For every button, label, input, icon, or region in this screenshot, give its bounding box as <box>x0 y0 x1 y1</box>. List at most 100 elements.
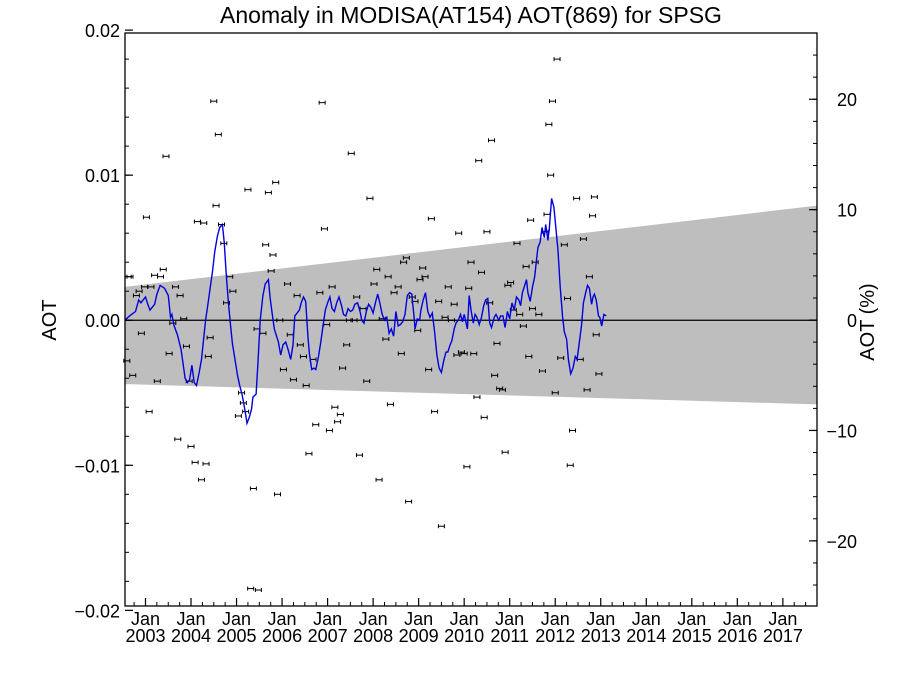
x-tick-year-label: 2003 <box>125 626 165 646</box>
x-tick-month-label: Jan <box>586 609 615 629</box>
data-point <box>214 132 222 137</box>
data-point <box>522 264 530 269</box>
data-point <box>334 419 342 424</box>
data-point <box>247 586 255 591</box>
data-point <box>132 293 140 298</box>
x-tick-month-label: Jan <box>632 609 661 629</box>
data-point <box>475 158 483 163</box>
data-point <box>551 390 559 395</box>
data-point <box>560 242 568 247</box>
y-tick-label: −0.02 <box>74 601 120 621</box>
data-point <box>384 274 392 279</box>
data-point <box>180 316 188 321</box>
data-point <box>465 286 473 291</box>
data-point <box>267 268 275 273</box>
x-tick-year-label: 2011 <box>490 626 529 646</box>
x-tick-year-label: 2013 <box>581 626 621 646</box>
data-point <box>347 151 355 156</box>
x-tick-month-label: Jan <box>677 609 706 629</box>
x-tick-month-label: Jan <box>131 609 160 629</box>
y2-tick-label: −20 <box>826 532 857 552</box>
y2-tick-label: 0 <box>847 311 857 331</box>
data-point <box>467 260 475 265</box>
data-point <box>145 409 153 414</box>
left-axis: 0.02 0.01 0.00 −0.01 −0.02 <box>74 21 133 621</box>
data-point <box>525 354 533 359</box>
data-point <box>200 221 208 226</box>
data-point <box>421 274 429 279</box>
data-point <box>579 236 587 241</box>
x-tick-year-label: 2007 <box>308 626 348 646</box>
x-tick-year-label: 2014 <box>626 626 666 646</box>
data-point <box>229 289 237 294</box>
y-axis-label: AOT <box>39 299 61 340</box>
plot-area <box>123 32 818 607</box>
data-point <box>386 402 394 407</box>
data-point <box>504 283 512 288</box>
data-point <box>513 241 521 246</box>
data-point <box>249 486 257 491</box>
data-point <box>437 524 445 529</box>
x-tick-year-label: 2006 <box>262 626 302 646</box>
data-point <box>483 229 491 234</box>
x-tick-month-label: Jan <box>222 609 251 629</box>
data-point <box>450 302 458 307</box>
data-point <box>390 290 398 295</box>
data-point <box>302 383 310 388</box>
data-point <box>289 377 297 382</box>
data-point <box>501 450 509 455</box>
data-point <box>165 351 173 356</box>
data-point <box>373 267 381 272</box>
data-point <box>276 318 284 323</box>
data-point <box>162 154 170 159</box>
y2-axis-label: AOT (%) <box>857 283 879 360</box>
data-point <box>455 231 463 236</box>
data-point <box>197 477 205 482</box>
data-points <box>123 57 603 593</box>
data-point <box>147 284 155 289</box>
x-tick-year-label: 2008 <box>353 626 393 646</box>
data-point <box>293 293 301 298</box>
data-point <box>202 461 210 466</box>
data-point <box>431 409 439 414</box>
data-point <box>547 173 555 178</box>
data-point <box>402 255 410 260</box>
data-point <box>583 387 591 392</box>
data-point <box>531 260 539 265</box>
x-tick-month-label: Jan <box>313 609 342 629</box>
y2-tick-label: 10 <box>837 201 857 221</box>
data-point <box>137 331 145 336</box>
data-point <box>328 284 336 289</box>
data-point <box>174 437 182 442</box>
data-point <box>487 138 495 143</box>
data-point <box>553 57 561 62</box>
data-point <box>453 353 461 358</box>
data-point <box>477 270 485 275</box>
data-point <box>350 318 358 323</box>
data-point <box>444 284 452 289</box>
x-tick-month-label: Jan <box>495 609 524 629</box>
y-tick-label: −0.01 <box>74 456 120 476</box>
data-point <box>363 379 371 384</box>
data-point <box>206 335 214 340</box>
data-point <box>336 412 344 417</box>
data-point <box>316 290 324 295</box>
x-tick-month-label: Jan <box>450 609 479 629</box>
data-point <box>519 324 527 329</box>
data-point <box>299 354 307 359</box>
data-point <box>548 99 556 104</box>
x-tick-year-label: 2012 <box>535 626 575 646</box>
data-point <box>425 367 433 372</box>
data-point <box>460 351 468 356</box>
x-tick-year-label: 2017 <box>763 626 803 646</box>
data-point <box>585 274 593 279</box>
data-point <box>394 284 402 289</box>
data-point <box>296 342 304 347</box>
data-point <box>157 274 165 279</box>
y2-tick-label: −10 <box>826 421 857 441</box>
data-point <box>419 266 427 271</box>
data-point <box>564 296 572 301</box>
data-point <box>447 318 455 323</box>
data-point <box>498 387 506 392</box>
